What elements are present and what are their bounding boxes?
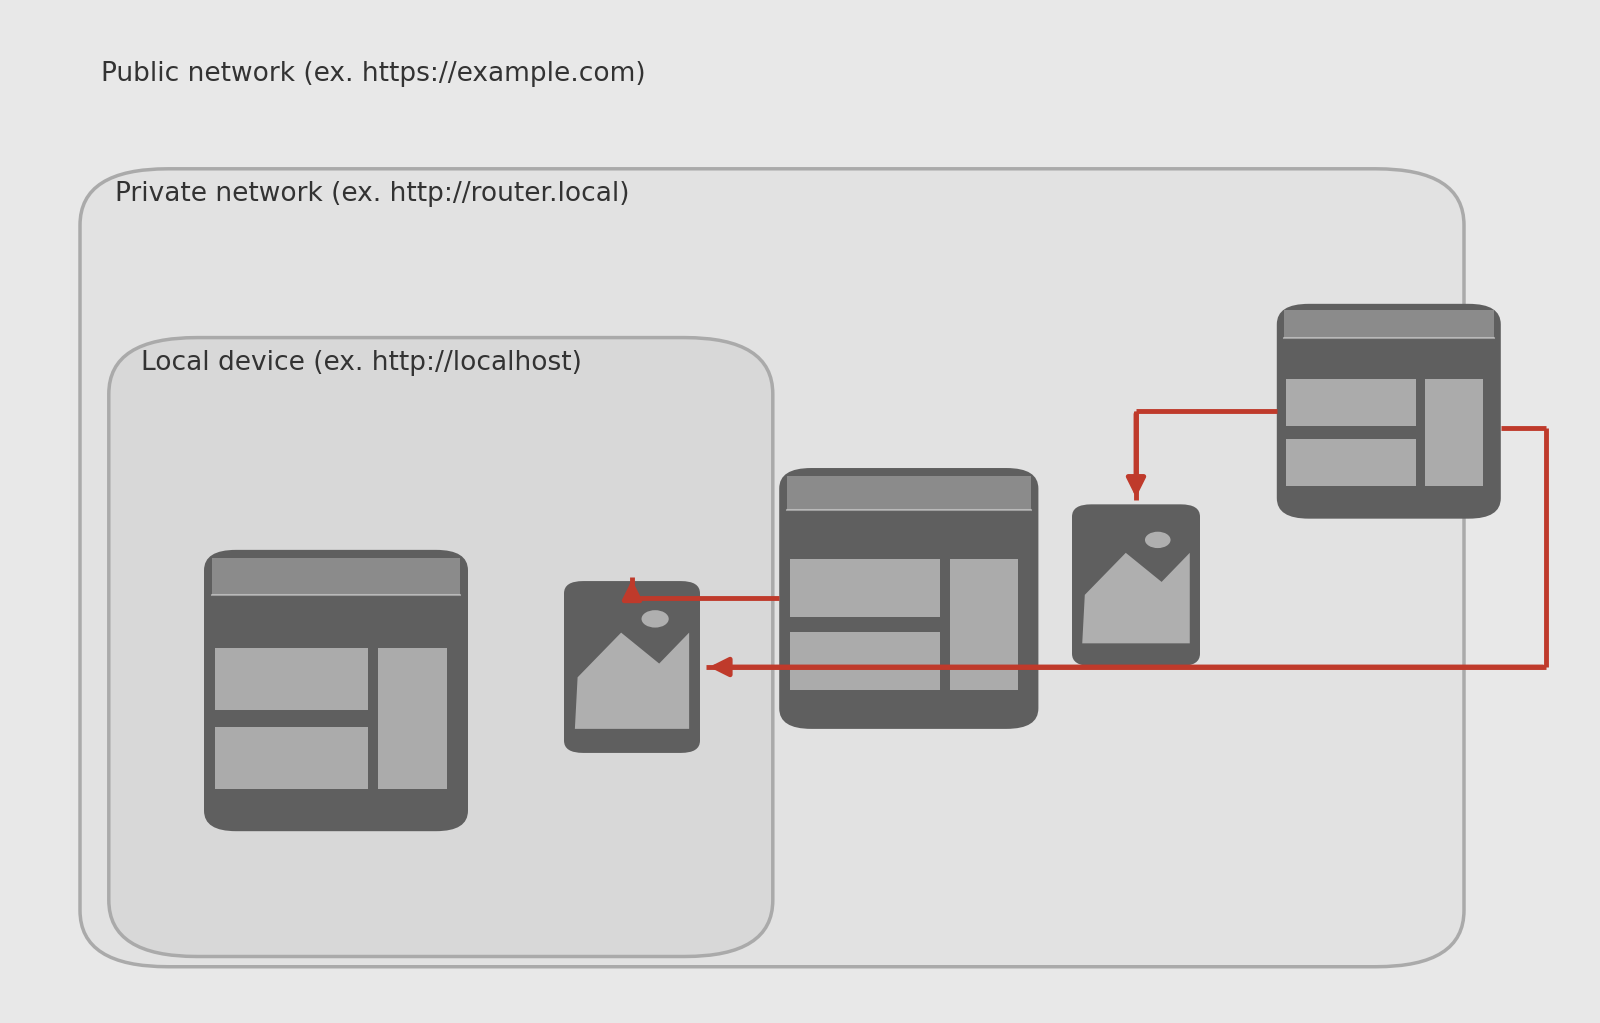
FancyBboxPatch shape xyxy=(1277,304,1501,519)
FancyBboxPatch shape xyxy=(109,338,773,957)
Text: Private network (ex. http://router.local): Private network (ex. http://router.local… xyxy=(115,181,630,207)
Polygon shape xyxy=(574,632,690,728)
Polygon shape xyxy=(1082,552,1190,643)
Text: Local device (ex. http://localhost): Local device (ex. http://localhost) xyxy=(141,350,582,375)
Bar xyxy=(1286,380,1416,427)
Bar xyxy=(789,632,939,690)
Bar xyxy=(789,560,939,617)
Bar xyxy=(214,649,368,710)
FancyBboxPatch shape xyxy=(1072,504,1200,666)
Text: Public network (ex. https://example.com): Public network (ex. https://example.com) xyxy=(101,61,645,87)
Bar xyxy=(378,649,446,789)
Circle shape xyxy=(1146,532,1171,548)
Bar xyxy=(211,559,461,594)
Bar xyxy=(1283,310,1494,339)
FancyBboxPatch shape xyxy=(80,169,1464,967)
Bar xyxy=(787,476,1030,509)
FancyBboxPatch shape xyxy=(205,550,467,831)
Bar xyxy=(214,727,368,789)
Bar xyxy=(1286,439,1416,487)
FancyBboxPatch shape xyxy=(563,581,701,753)
Bar xyxy=(950,560,1018,690)
Bar xyxy=(1424,380,1483,487)
Circle shape xyxy=(642,610,669,627)
FancyBboxPatch shape xyxy=(779,469,1038,728)
